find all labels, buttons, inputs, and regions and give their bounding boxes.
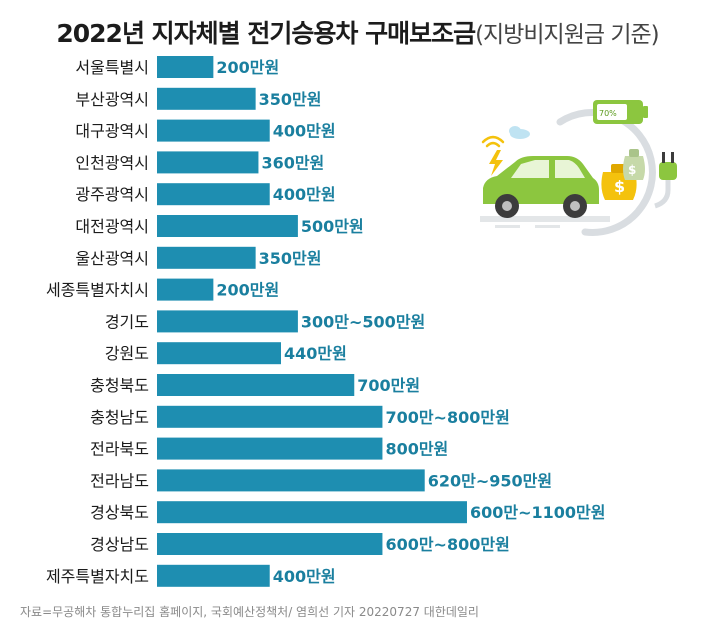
value-label: 700만~800만원: [385, 408, 509, 427]
bar: [157, 405, 383, 428]
electric-car-icon: [483, 156, 599, 218]
value-label: 300만~500만원: [301, 312, 425, 331]
bar: [157, 246, 256, 269]
category-label: 경상남도: [90, 535, 149, 554]
category-label: 강원도: [105, 344, 149, 363]
category-label: 대전광역시: [75, 217, 149, 236]
lightning-icon: [489, 150, 503, 176]
money-bag-icon: $ $: [601, 149, 645, 200]
chart-title-sub: (지방비지원금 기준): [475, 22, 660, 48]
category-label: 울산광역시: [75, 249, 149, 268]
svg-text:$: $: [614, 177, 625, 196]
value-label: 620만~950만원: [428, 471, 552, 490]
bar: [157, 215, 298, 237]
chart-title: 2022년 지자체별 전기승용차 구매보조금(지방비지원금 기준): [0, 14, 715, 50]
value-label: 400만원: [273, 567, 336, 586]
category-label: 대구광역시: [75, 122, 149, 141]
gauge-ring: [556, 109, 656, 236]
category-label: 서울특별시: [75, 58, 149, 77]
wifi-icon: [481, 135, 505, 148]
bar: [157, 469, 425, 492]
value-label: 200만원: [216, 281, 279, 300]
category-label: 제주특별자치도: [46, 567, 149, 586]
bar: [157, 278, 214, 301]
bar: [157, 342, 281, 365]
category-label: 경기도: [105, 312, 149, 331]
bar: [157, 151, 259, 174]
value-label: 400만원: [273, 122, 336, 141]
bar: [157, 564, 270, 587]
bar: [157, 310, 298, 333]
bar: [157, 119, 270, 142]
category-label: 세종특별자치시: [46, 281, 149, 300]
bar: [157, 183, 270, 206]
battery-icon: 70%: [593, 100, 648, 124]
value-label: 800만원: [385, 440, 448, 459]
road: [480, 216, 610, 222]
category-label: 전라남도: [90, 471, 149, 490]
category-label: 부산광역시: [75, 90, 149, 109]
bar: [157, 501, 467, 524]
bar: [157, 56, 214, 78]
electric-car-illustration: 70% $ $: [480, 100, 677, 236]
value-label: 600만~800만원: [385, 535, 509, 554]
category-label: 충청북도: [90, 376, 149, 395]
value-label: 350만원: [259, 249, 322, 268]
category-label: 전라북도: [90, 440, 149, 459]
value-label: 200만원: [216, 58, 279, 77]
category-label: 충청남도: [90, 408, 149, 427]
bar: [157, 533, 383, 555]
bar: [157, 87, 256, 110]
plug-icon: [654, 152, 677, 209]
bar: [157, 437, 383, 460]
bar: [157, 374, 355, 396]
value-label: 500만원: [301, 217, 364, 236]
value-label: 360만원: [261, 153, 324, 172]
cloud-icon: [509, 126, 530, 139]
value-label: 440만원: [284, 344, 347, 363]
value-label: 350만원: [259, 90, 322, 109]
value-label: 600만~1100만원: [470, 503, 605, 522]
category-label: 광주광역시: [75, 185, 149, 204]
battery-percent: 70%: [599, 109, 617, 118]
svg-text:$: $: [628, 163, 636, 177]
chart-title-main: 2022년 지자체별 전기승용차 구매보조금: [56, 19, 476, 48]
category-label: 인천광역시: [75, 153, 149, 172]
value-label: 700만원: [357, 376, 420, 395]
category-label: 경상북도: [90, 503, 149, 522]
value-label: 400만원: [273, 185, 336, 204]
source-note: 자료=무공해차 통합누리집 홈페이지, 국회예산정책처/ 염희선 기자 2022…: [20, 605, 479, 619]
